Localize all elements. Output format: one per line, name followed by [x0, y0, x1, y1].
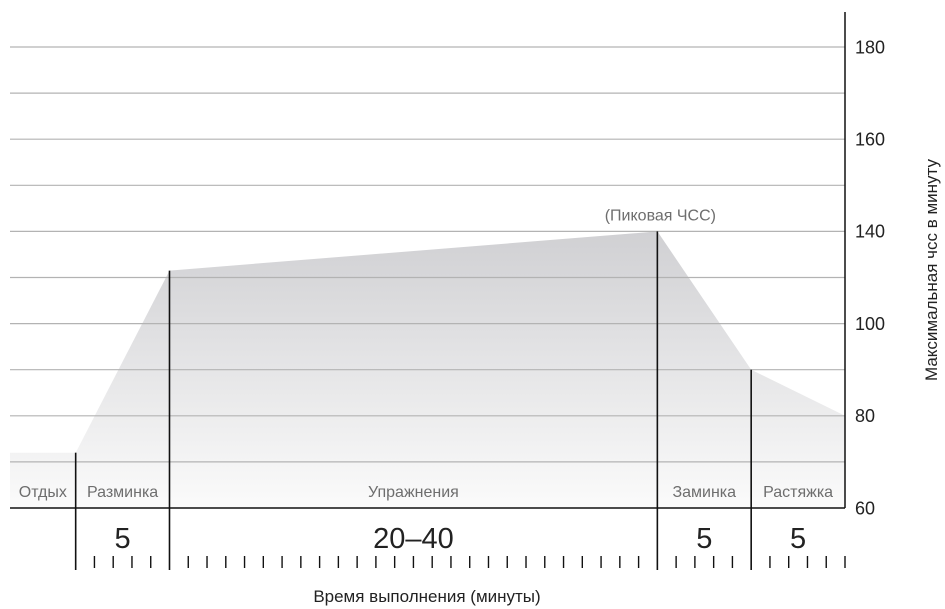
phase-label: Разминка [87, 484, 158, 501]
phase-duration-label: 5 [790, 523, 806, 555]
y-tick-label: 60 [855, 498, 875, 518]
y-tick-label: 180 [855, 37, 885, 57]
y-tick-label: 160 [855, 130, 885, 150]
y-tick-label: 100 [855, 314, 885, 334]
y-tick-label: 140 [855, 222, 885, 242]
marks-layer [74, 231, 846, 570]
phase-duration-label: 5 [115, 523, 131, 555]
phase-label: Заминка [672, 484, 736, 501]
axes-layer [10, 12, 846, 509]
grid-layer [10, 46, 845, 463]
phase-duration-label: 5 [696, 523, 712, 555]
labels-layer: 60 80 100 140 160 180 Отдых Разминка 5 Упражнения… [19, 37, 885, 555]
phase-label: Растяжка [763, 484, 833, 501]
phase-duration-label: 20–40 [373, 523, 454, 555]
peak-annotation: (Пиковая ЧСС) [605, 207, 716, 224]
phase-label: Отдых [19, 484, 67, 501]
phase-label: Упражнения [368, 484, 459, 501]
y-axis-title: Максимальная чсс в минуту [922, 159, 941, 382]
x-axis-title: Время выполнения (минуты) [313, 587, 540, 606]
y-tick-label: 80 [855, 406, 875, 426]
